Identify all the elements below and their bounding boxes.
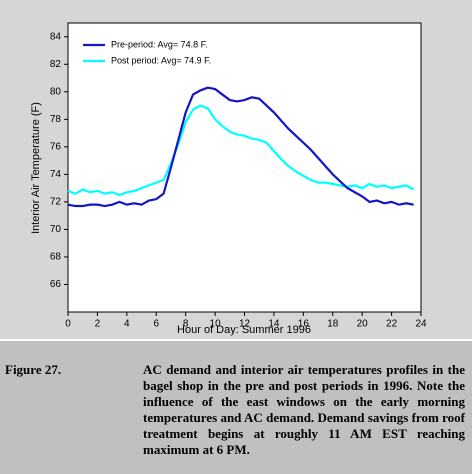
caption-text: AC demand and interior air temperatures … bbox=[143, 362, 465, 457]
x-tick-label: 12 bbox=[239, 319, 251, 330]
x-tick-label: 0 bbox=[65, 319, 71, 330]
plot-area bbox=[67, 22, 422, 313]
x-tick-label: 18 bbox=[327, 319, 339, 330]
x-tick-label: 20 bbox=[357, 319, 369, 330]
x-tick-label: 22 bbox=[386, 319, 398, 330]
y-tick-label: 84 bbox=[50, 31, 62, 42]
y-tick-label: 82 bbox=[50, 59, 62, 70]
x-tick-label: 16 bbox=[298, 319, 310, 330]
y-tick-label: 66 bbox=[50, 279, 62, 290]
caption-label: Figure 27. bbox=[5, 362, 62, 377]
series-line bbox=[67, 86, 414, 208]
series-line bbox=[67, 104, 415, 197]
x-tick-label: 14 bbox=[268, 319, 280, 330]
x-tick-label: 4 bbox=[124, 319, 130, 330]
chart: Hour of Day: Summer 1996 Interior Air Te… bbox=[0, 0, 472, 341]
x-tick-label: 6 bbox=[153, 319, 159, 330]
legend-label: Pre-period: Avg= 74.8 F. bbox=[111, 39, 208, 49]
y-tick-label: 74 bbox=[50, 169, 62, 180]
y-tick-label: 76 bbox=[50, 141, 62, 152]
x-tick-label: 24 bbox=[415, 319, 427, 330]
separator bbox=[0, 339, 472, 341]
x-tick-label: 8 bbox=[183, 319, 189, 330]
y-tick-label: 72 bbox=[50, 197, 62, 208]
y-tick-label: 68 bbox=[50, 252, 62, 263]
x-tick-label: 2 bbox=[95, 319, 101, 330]
x-axis-title: Hour of Day: Summer 1996 bbox=[177, 324, 311, 336]
legend-label: Post period: Avg= 74.9 F. bbox=[111, 55, 211, 65]
x-tick-label: 10 bbox=[210, 319, 222, 330]
y-axis-title: Interior Air Temperature (F) bbox=[30, 102, 42, 234]
y-tick-label: 70 bbox=[50, 224, 62, 235]
y-tick-label: 78 bbox=[50, 114, 62, 125]
y-tick-label: 80 bbox=[50, 86, 62, 97]
